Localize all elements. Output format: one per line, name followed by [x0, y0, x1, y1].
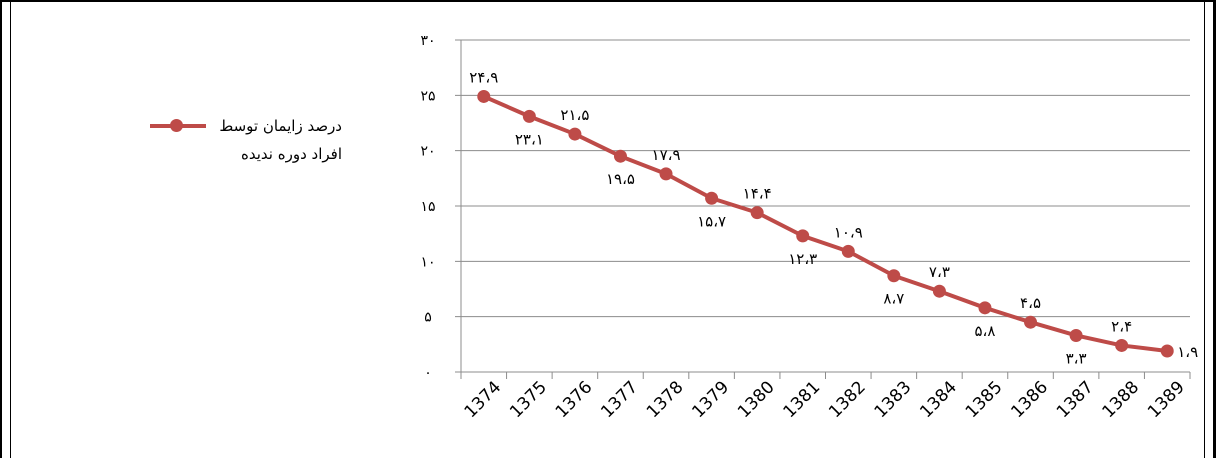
- data-point: [477, 89, 491, 103]
- x-tick-label: 1379: [688, 377, 733, 422]
- x-tick-label: 1376: [552, 377, 597, 422]
- x-tick-label: 1378: [643, 377, 688, 422]
- data-labels: ۲۴،۹ ۲۳،۱ ۲۱،۵ ۱۹،۵ ۱۷،۹ ۱۵،۷ ۱۴،۴ ۱۲،۳ ۱۰،۹ ۸،۷ ۷…: [469, 68, 1198, 367]
- data-label: ۱۹،۵: [606, 170, 635, 188]
- x-tick-label: 1385: [962, 377, 1007, 422]
- x-tick-label: 1383: [871, 377, 916, 422]
- data-point: [568, 127, 582, 141]
- data-point: [887, 269, 901, 283]
- x-tick-label: 1375: [506, 377, 551, 422]
- x-tick-label: 1386: [1007, 377, 1052, 422]
- data-point: [613, 149, 627, 163]
- data-point: [1160, 344, 1174, 358]
- series-line: [482, 94, 1168, 353]
- data-label: ۱۴،۴: [743, 185, 772, 203]
- data-point: [659, 167, 673, 181]
- data-label: ۷،۳: [929, 263, 950, 281]
- data-point: [750, 206, 764, 220]
- series-line-path: [482, 94, 1168, 353]
- x-tick-label: 1387: [1053, 377, 1098, 422]
- y-tick-label: ۱۰: [420, 254, 435, 270]
- data-label: ۳،۳: [1066, 349, 1087, 367]
- data-point: [1115, 338, 1129, 352]
- x-tick-label: 1388: [1098, 377, 1143, 422]
- data-label: ۱۲،۳: [788, 250, 817, 268]
- data-label: ۱۵،۷: [697, 212, 726, 230]
- y-tick-label: ۰: [424, 365, 432, 381]
- data-label: ۴،۵: [1020, 294, 1041, 312]
- data-point: [1069, 328, 1083, 342]
- data-point: [841, 244, 855, 258]
- data-label: ۲،۴: [1111, 317, 1132, 335]
- data-point: [522, 109, 536, 123]
- x-tick-label: 1374: [461, 377, 506, 422]
- legend-dot-marker: [170, 119, 183, 132]
- y-tick-label: ۵: [424, 310, 432, 326]
- data-label: ۲۴،۹: [469, 68, 498, 86]
- gridlines: [455, 39, 1190, 318]
- data-point: [932, 284, 946, 298]
- legend-series-label: درصد زایمان توسط افراد دوره ندیده: [219, 117, 342, 163]
- data-label: ۵،۸: [974, 322, 995, 340]
- data-label: ۱۰،۹: [834, 223, 863, 241]
- y-tick-label: ۱۵: [420, 199, 435, 215]
- data-point: [978, 301, 992, 315]
- x-axis: [455, 40, 1191, 379]
- data-label: ۱۷،۹: [652, 146, 681, 164]
- x-tick-label: 1380: [734, 377, 779, 422]
- y-axis-tick-labels: ۰ ۵ ۱۰ ۱۵ ۲۰ ۲۵ ۳۰: [420, 33, 435, 381]
- data-label: ۱،۹: [1177, 343, 1198, 361]
- data-label: ۲۳،۱: [515, 130, 544, 148]
- data-point: [796, 229, 810, 243]
- x-tick-label: 1384: [916, 377, 961, 422]
- x-tick-label: 1382: [825, 377, 870, 422]
- data-label: ۸،۷: [883, 290, 904, 308]
- data-point: [1024, 315, 1038, 329]
- series-points: [477, 89, 1174, 358]
- y-tick-label: ۳۰: [420, 33, 435, 49]
- y-tick-label: ۲۰: [420, 144, 435, 160]
- x-tick-label: 1381: [780, 377, 825, 422]
- x-tick-label: 1377: [597, 377, 642, 422]
- x-tick-label: 1389: [1144, 377, 1189, 422]
- x-axis-tick-labels: 1374 1375 1376 1377 1378 1379 1380 1381 1382 1383…: [461, 377, 1189, 422]
- data-label: ۲۱،۵: [560, 106, 589, 124]
- data-point: [705, 191, 719, 205]
- y-tick-label: ۲۵: [420, 88, 435, 104]
